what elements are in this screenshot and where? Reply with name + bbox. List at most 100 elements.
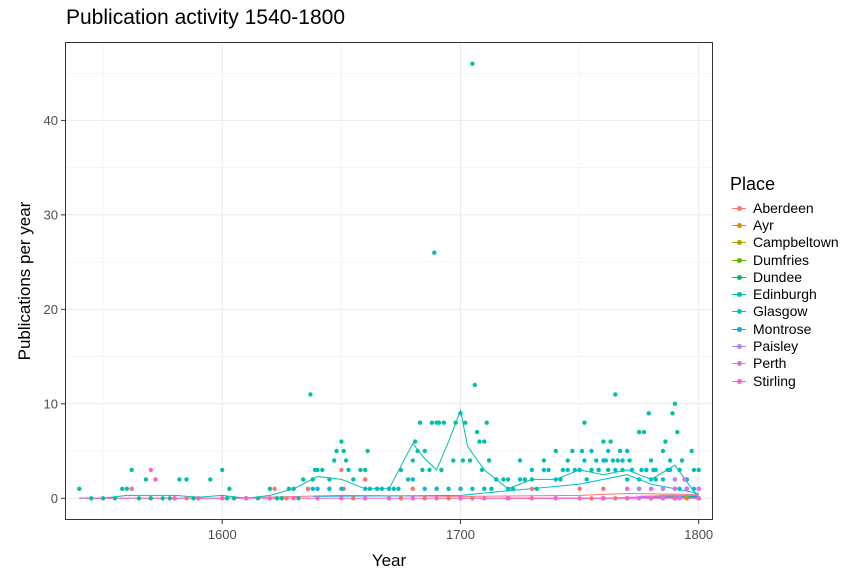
data-point-edinburgh [558, 477, 563, 482]
data-point-edinburgh [231, 496, 237, 501]
data-point-edinburgh [565, 458, 570, 463]
legend-label-stirling: Stirling [753, 372, 796, 389]
legend-label-dundee: Dundee [753, 268, 803, 285]
data-point-perth [660, 496, 666, 501]
data-point-stirling [220, 496, 225, 501]
data-point-edinburgh [615, 458, 620, 463]
data-point-edinburgh [308, 392, 313, 397]
data-point-edinburgh [129, 467, 134, 473]
data-point-edinburgh [398, 467, 404, 473]
data-point-edinburgh [667, 458, 673, 463]
data-point-stirling [434, 496, 439, 501]
data-point-glasgow [505, 486, 511, 491]
data-point-edinburgh [320, 467, 325, 473]
data-point-edinburgh [422, 448, 427, 454]
data-point-edinburgh [579, 448, 585, 454]
data-point-stirling [172, 496, 177, 501]
y-tick-label: 20 [44, 302, 58, 317]
data-point-edinburgh [541, 458, 547, 463]
data-point-perth [684, 486, 689, 491]
data-point-glasgow [434, 486, 439, 491]
data-point-edinburgh [367, 486, 373, 491]
data-point-glasgow [625, 448, 630, 454]
data-point-glasgow [310, 486, 315, 491]
legend-label-aberdeen: Aberdeen [753, 199, 814, 216]
data-point-edinburgh [486, 458, 492, 463]
legend-label-dumfries: Dumfries [753, 251, 810, 268]
data-point-glasgow [589, 448, 594, 454]
data-point-glasgow [470, 486, 475, 491]
data-point-edinburgh [570, 448, 575, 454]
data-point-stirling [505, 496, 511, 501]
legend-key-glasgow [730, 305, 748, 317]
data-point-edinburgh [696, 467, 701, 473]
data-point-stirling [267, 496, 273, 501]
data-point-edinburgh [608, 439, 613, 444]
x-tick-label: 1800 [684, 527, 713, 542]
data-point-glasgow [629, 467, 635, 473]
data-point-edinburgh [675, 429, 680, 435]
data-point-stirling [243, 496, 249, 501]
data-point-edinburgh [148, 496, 153, 501]
data-point-edinburgh [594, 458, 599, 463]
data-point-glasgow [422, 486, 427, 491]
data-point-edinburgh [184, 477, 189, 482]
x-tick-label: 1700 [446, 527, 475, 542]
data-point-glasgow [541, 467, 547, 473]
data-point-ayr [684, 496, 689, 501]
data-point-edinburgh [100, 496, 106, 501]
legend-key-dundee [730, 271, 748, 283]
legend-item-dundee: Dundee [730, 268, 839, 285]
data-point-edinburgh [582, 420, 587, 425]
data-point-edinburgh [653, 477, 658, 482]
data-point-edinburgh [343, 458, 349, 463]
legend-key-montrose [730, 323, 748, 335]
legend: Place Aberdeen Ayr Campbeltown Dumfries Dund… [730, 174, 839, 389]
data-point-glasgow [620, 458, 625, 463]
data-point-stirling [529, 496, 535, 501]
data-point-edinburgh [534, 486, 539, 491]
data-point-edinburgh [627, 458, 632, 463]
data-point-stirling [410, 496, 415, 501]
data-point-aberdeen [129, 486, 134, 491]
data-point-edinburgh [620, 467, 625, 473]
data-point-edinburgh [505, 477, 511, 482]
data-point-edinburgh [463, 420, 468, 425]
series-line-glasgow [312, 474, 699, 497]
data-point-aberdeen [613, 496, 618, 501]
data-point-edinburgh [208, 477, 213, 482]
data-point-glasgow [596, 467, 601, 473]
legend-title: Place [730, 174, 776, 194]
y-tick-label: 40 [44, 113, 58, 128]
legend-label-edinburgh: Edinburgh [753, 286, 817, 303]
data-point-perth [682, 477, 687, 482]
data-point-edinburgh [341, 448, 346, 454]
data-point-glasgow [494, 477, 499, 482]
data-point-edinburgh [224, 496, 230, 501]
data-point-edinburgh [413, 439, 418, 444]
data-point-edinburgh [346, 467, 351, 473]
data-point-perth [636, 496, 642, 501]
data-point-edinburgh [358, 467, 363, 473]
data-point-stirling [672, 496, 678, 501]
data-point-edinburgh [379, 486, 385, 491]
data-point-glasgow [577, 467, 582, 473]
data-point-edinburgh [255, 496, 261, 501]
data-point-stirling [696, 496, 701, 501]
data-point-glasgow [648, 477, 654, 482]
data-point-perth [696, 486, 701, 491]
legend-label-campbeltown: Campbeltown [753, 234, 839, 251]
data-point-glasgow [410, 477, 415, 482]
data-point-stirling [339, 496, 344, 501]
data-point-edinburgh [405, 477, 411, 482]
data-point-edinburgh [77, 486, 82, 491]
legend-item-montrose: Montrose [730, 320, 839, 337]
data-point-edinburgh [672, 401, 678, 406]
legend-key-paisley [730, 340, 748, 352]
data-point-edinburgh [636, 429, 642, 435]
data-point-aberdeen [363, 477, 368, 482]
data-point-edinburgh [639, 467, 644, 473]
data-point-edinburgh [417, 420, 423, 425]
data-point-aberdeen [589, 496, 594, 501]
data-point-stirling [386, 496, 392, 501]
